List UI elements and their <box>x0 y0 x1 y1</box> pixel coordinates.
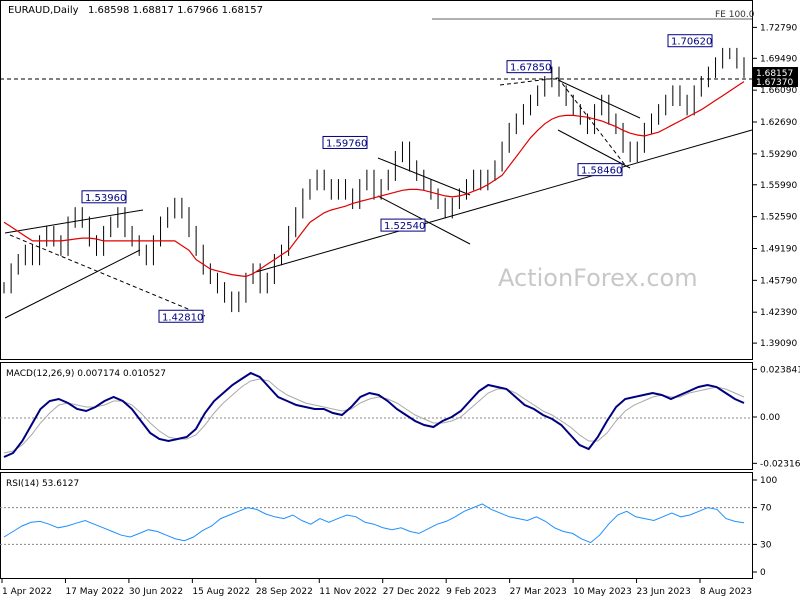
swing-label-box <box>506 60 552 74</box>
swing-label: 1.70620 <box>671 37 712 48</box>
channel-upper-line-2022 <box>4 209 144 234</box>
current-price-text: 1.68157 <box>756 69 793 79</box>
price-axis-label: 1.66090 <box>760 86 797 96</box>
date-axis-label: 8 Aug 2023 <box>700 587 752 597</box>
swing-label-box <box>667 34 713 48</box>
price-axis: 1.72790 1.69490 1.66090 1.62690 1.59290 1.559… <box>752 23 797 349</box>
rsi-panel-frame <box>0 472 753 579</box>
macd-axis-label: 0.023841 <box>760 365 800 375</box>
rsi-axis-label: 30 <box>760 540 772 550</box>
current-price-badge <box>752 67 798 78</box>
price-axis-label: 1.69490 <box>760 54 797 64</box>
rsi-line <box>3 503 745 544</box>
price-axis-label: 1.52590 <box>760 213 797 223</box>
date-axis: 1 Apr 2022 17 May 2022 30 Jun 2022 15 Aug 2… <box>1 579 752 597</box>
price-axis-label: 1.39090 <box>760 339 797 349</box>
price-axis-label: 1.72790 <box>760 23 797 33</box>
main-support-trendline <box>255 129 753 273</box>
swing-dash-1 <box>9 234 206 317</box>
channel-lower-line-apr <box>557 129 631 169</box>
date-axis-label: 27 Mar 2023 <box>510 587 567 597</box>
price-axis-label: 1.55990 <box>760 181 797 191</box>
symbol-label: EURAUD,Daily <box>8 5 79 16</box>
price-panel-frame <box>0 0 753 360</box>
swing-label: 1.52540 <box>384 221 425 232</box>
price-axis-label: 1.62690 <box>760 118 797 128</box>
rsi-title: RSI(14) 53.6127 <box>6 479 79 489</box>
date-axis-label: 30 Jun 2022 <box>129 587 183 597</box>
swing-label: 1.59760 <box>326 138 367 149</box>
date-axis-label: 9 Feb 2023 <box>446 587 496 597</box>
swing-label: 1.58460 <box>581 166 622 177</box>
swing-label-box <box>81 190 127 204</box>
swing-label-box <box>380 218 426 232</box>
swing-dash-2 <box>557 77 626 166</box>
macd-panel-frame <box>0 362 753 470</box>
price-axis-label: 1.49190 <box>760 244 797 254</box>
swing-label-box <box>322 135 368 149</box>
swing-dash-3 <box>499 77 559 86</box>
swing-label: 1.67850 <box>510 63 551 74</box>
swing-labels: 1.53960 1.42810 1.59760 1.52540 1.67850 1.584… <box>81 34 713 323</box>
date-axis-label: 1 Apr 2022 <box>2 587 52 597</box>
date-axis-label: 15 Aug 2022 <box>192 587 250 597</box>
channel-lower-line-2022 <box>4 249 141 319</box>
macd-signal-line <box>3 378 745 454</box>
price-axis-label: 1.42390 <box>760 308 797 318</box>
rsi-axis-label: 70 <box>760 504 772 514</box>
swing-label-box <box>158 309 204 323</box>
sma-line <box>3 81 745 278</box>
ohlc-values: 1.68598 1.68817 1.67966 1.68157 <box>88 5 263 16</box>
price-bars <box>3 47 745 313</box>
price-axis-label: 1.59290 <box>760 150 797 160</box>
macd-line <box>3 371 745 458</box>
previous-level-badge <box>752 77 798 87</box>
macd-axis-label: -0.023164 <box>760 459 800 469</box>
trend-lines <box>4 77 753 319</box>
macd-title: MACD(12,26,9) 0.007174 0.010527 <box>6 369 166 379</box>
macd-axis: 0.023841 0.00 -0.023164 <box>752 365 800 469</box>
swing-label: 1.53960 <box>85 193 126 204</box>
price-axis-label: 1.45790 <box>760 276 797 286</box>
date-axis-label: 28 Sep 2022 <box>256 587 313 597</box>
previous-level-text: 1.67370 <box>756 78 793 88</box>
rsi-axis-label: 0 <box>760 568 766 578</box>
rsi-axis: 100 70 30 0 <box>752 476 777 578</box>
swing-label-box <box>577 163 623 177</box>
watermark: ActionForex.com <box>498 264 698 292</box>
swing-label: 1.42810 <box>162 312 203 323</box>
channel-upper-line-apr <box>557 79 641 119</box>
date-axis-label: 27 Dec 2022 <box>383 587 441 597</box>
date-axis-label: 23 Jun 2023 <box>637 587 691 597</box>
date-axis-label: 11 Nov 2022 <box>319 587 377 597</box>
rsi-axis-label: 100 <box>760 476 777 486</box>
date-axis-label: 10 May 2023 <box>573 587 632 597</box>
fe-label: FE 100.0 <box>715 10 755 20</box>
macd-axis-label: 0.00 <box>760 413 780 423</box>
date-axis-label: 17 May 2022 <box>65 587 124 597</box>
